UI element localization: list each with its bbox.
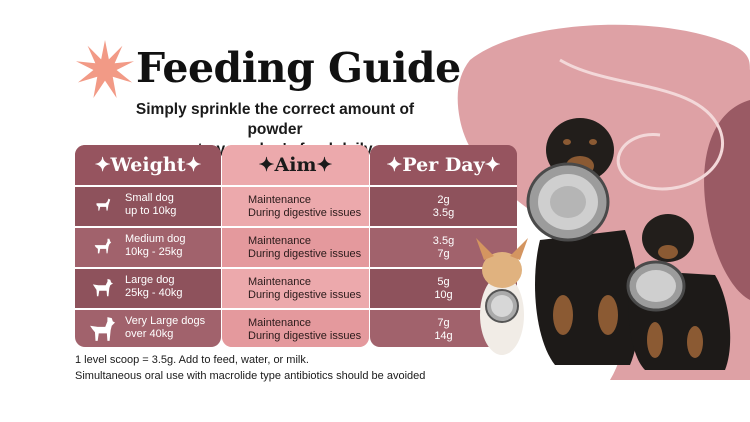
- weight-range: up to 10kg: [125, 205, 177, 217]
- weight-range: over 40kg: [125, 328, 174, 340]
- subtitle-line-1: Simply sprinkle the correct amount of po…: [135, 101, 415, 138]
- day-maintenance: 7g: [437, 317, 450, 329]
- table-row: Large dog 25kg - 40kg: [75, 267, 221, 308]
- aim-primary: Maintenance: [248, 235, 311, 247]
- table-row: 3.5g 7g: [370, 226, 517, 267]
- footnote-scoop: 1 level scoop = 3.5g. Add to feed, water…: [75, 354, 309, 366]
- footnotes: 1 level scoop = 3.5g. Add to feed, water…: [75, 352, 425, 384]
- aim-column: ✦Aim✦ Maintenance During digestive issue…: [222, 145, 369, 347]
- aim-secondary: During digestive issues: [248, 330, 362, 342]
- table-row: Maintenance During digestive issues: [222, 185, 369, 226]
- table-row: Maintenance During digestive issues: [222, 226, 369, 267]
- table-row: 2g 3.5g: [370, 185, 517, 226]
- day-maintenance: 2g: [437, 194, 450, 206]
- weight-size: Very Large dogs: [125, 315, 206, 327]
- weight-size: Medium dog: [125, 233, 186, 245]
- dogs-photo: [476, 118, 731, 370]
- table-row: Small dog up to 10kg: [75, 185, 221, 226]
- weight-range: 10kg - 25kg: [125, 246, 183, 258]
- aim-primary: Maintenance: [248, 317, 311, 329]
- very-large-dog-icon: [90, 317, 115, 341]
- day-digestive: 7g: [437, 248, 450, 260]
- chihuahua-illustration: [476, 238, 528, 355]
- table-row: Very Large dogs over 40kg: [75, 308, 221, 347]
- page-title: Feeding Guide: [136, 44, 461, 92]
- day-digestive: 3.5g: [432, 207, 455, 219]
- weight-range: 25kg - 40kg: [125, 287, 183, 299]
- table-row: Medium dog 10kg - 25kg: [75, 226, 221, 267]
- aim-secondary: During digestive issues: [248, 248, 362, 260]
- aim-primary: Maintenance: [248, 276, 311, 288]
- aim-secondary: During digestive issues: [248, 207, 362, 219]
- day-digestive: 14g: [434, 330, 453, 342]
- table-row: Maintenance During digestive issues: [222, 267, 369, 308]
- rottweiler-illustration: [526, 118, 640, 365]
- day-digestive: 10g: [434, 289, 453, 301]
- day-maintenance: 5g: [437, 276, 450, 288]
- weight-size: Small dog: [125, 192, 174, 204]
- aim-header: ✦Aim✦: [222, 145, 369, 185]
- day-maintenance: 3.5g: [432, 235, 455, 247]
- aim-primary: Maintenance: [248, 194, 311, 206]
- small-dog-icon: [96, 198, 111, 211]
- starburst-icon: [76, 40, 134, 98]
- weight-column: ✦Weight✦ Small dog up to 10kg Medium dog…: [75, 145, 221, 347]
- table-row: Maintenance During digestive issues: [222, 308, 369, 347]
- weight-size: Large dog: [125, 274, 175, 286]
- table-row: 7g 14g: [370, 308, 517, 347]
- medium-dog-icon: [94, 238, 112, 254]
- aim-secondary: During digestive issues: [248, 289, 362, 301]
- weight-header: ✦Weight✦: [75, 145, 221, 185]
- footnote-warning: Simultaneous oral use with macrolide typ…: [75, 370, 426, 382]
- puppy-illustration: [626, 214, 731, 370]
- large-dog-icon: [92, 278, 113, 297]
- per-day-column: ✦Per Day✦ 2g 3.5g 3.5g 7g 5g 10g 7g 14g: [370, 145, 517, 347]
- per-day-header: ✦Per Day✦: [370, 145, 517, 185]
